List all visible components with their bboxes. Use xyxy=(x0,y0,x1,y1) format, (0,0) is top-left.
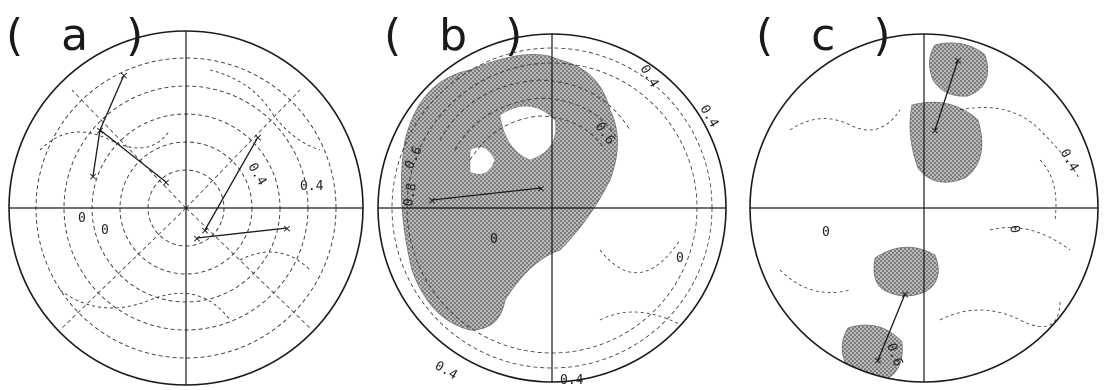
contour-label: 0.8 xyxy=(401,182,420,208)
contour-label: 0.4 xyxy=(560,373,584,388)
vector-endpoint-marker: × xyxy=(953,54,962,67)
vector-endpoint-marker: × xyxy=(88,170,97,183)
panel-a: ( a ) xyxy=(6,10,364,386)
panel-b-vectors: × × xyxy=(427,182,545,207)
panel-c-vectors: × × × × xyxy=(873,54,962,367)
vector-endpoint-marker: × xyxy=(900,288,909,301)
contour-label: 0.4 xyxy=(300,179,324,194)
panel-b-outer-circle xyxy=(377,33,727,383)
vector-endpoint-marker: × xyxy=(200,224,209,237)
vector-endpoint-marker: × xyxy=(536,182,545,195)
panel-a-label: ( a ) xyxy=(6,10,155,61)
contour-label: 0 xyxy=(101,223,109,238)
vector-endpoint-marker: × xyxy=(282,222,291,235)
panel-b-label: ( b ) xyxy=(384,10,534,61)
vector-endpoint-marker: × xyxy=(161,176,170,189)
contour-label: 0.4 xyxy=(245,161,270,189)
contour-label: 0.4 xyxy=(432,358,460,383)
panel-b: ( b ) × × 0.4 0.4 0.6 0.6 xyxy=(377,10,727,388)
contour-label: 0 xyxy=(822,225,830,240)
vector-endpoint-marker: × xyxy=(427,194,436,207)
panel-a-outer-circle xyxy=(8,30,364,386)
panel-c-label: ( c ) xyxy=(756,10,903,61)
vector-endpoint-marker: × xyxy=(95,124,104,137)
contour-label: 0.4 xyxy=(637,63,662,91)
vector-endpoint-marker: × xyxy=(873,354,882,367)
vector-endpoint-marker: × xyxy=(930,124,939,137)
panel-a-vectors: × × × × × × × × xyxy=(88,69,291,245)
vector-endpoint-marker: × xyxy=(119,69,128,82)
contour-label: 0 xyxy=(1006,224,1022,234)
panel-b-shaded-region xyxy=(400,54,618,331)
contour-label: 0 xyxy=(78,211,86,226)
vector-endpoint-marker: × xyxy=(192,232,201,245)
contour-label: 0 xyxy=(490,232,498,247)
panel-c-outer-circle xyxy=(749,33,1099,383)
contour-label: 0 xyxy=(676,251,684,266)
vector-endpoint-marker: × xyxy=(253,131,262,144)
panel-c-shaded-region xyxy=(841,42,989,381)
panel-c: ( c ) × × × × xyxy=(749,10,1099,383)
panel-c-contours xyxy=(779,107,1081,328)
contour-label: 0.4 xyxy=(1057,147,1082,175)
